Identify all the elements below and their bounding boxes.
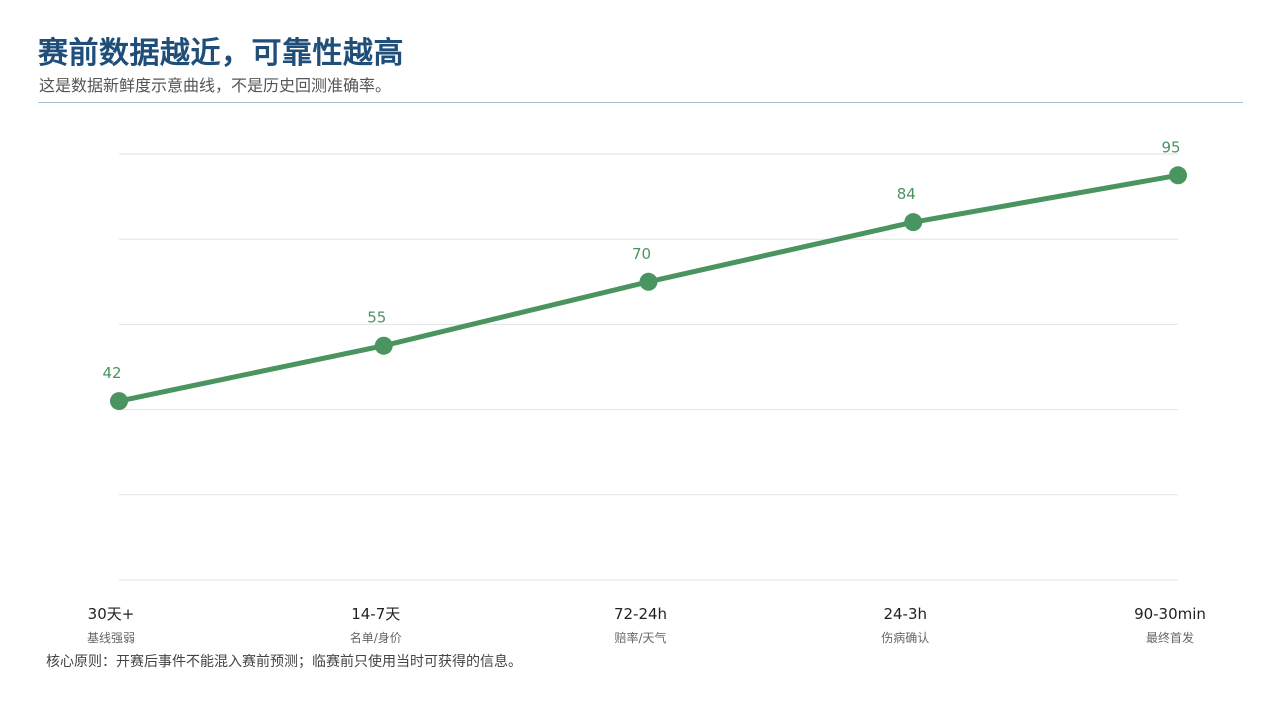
page-title: 赛前数据越近，可靠性越高 [38, 36, 404, 71]
data-label: 70 [632, 245, 651, 263]
x-tick-sublabel: 伤病确认 [881, 630, 929, 645]
x-tick-label: 90-30min [1134, 605, 1206, 623]
grid-layer [119, 153, 1178, 581]
data-label: 84 [897, 185, 916, 203]
data-label: 95 [1161, 138, 1180, 156]
label-layer: 42 55 70 84 95 [102, 138, 1180, 382]
data-point [904, 213, 923, 232]
x-tick-label: 30天+ [88, 605, 135, 623]
x-tick-sublabel: 最终首发 [1146, 630, 1194, 645]
x-tick-label: 14-7天 [351, 605, 400, 623]
header-divider [38, 102, 1243, 103]
x-tick-sublabel: 赔率/天气 [614, 630, 666, 645]
footnote: 核心原则：开赛后事件不能混入赛前预测；临赛前只使用当时可获得的信息。 [46, 654, 522, 670]
data-label: 55 [367, 309, 386, 327]
x-tick-sublabel: 基线强弱 [87, 631, 135, 645]
x-tick-label: 24-3h [883, 605, 927, 623]
data-point [374, 336, 393, 355]
data-point [1169, 166, 1187, 185]
data-point [110, 392, 128, 411]
data-label: 42 [102, 364, 121, 382]
x-tick-label: 72-24h [614, 605, 667, 623]
page-subtitle: 这是数据新鲜度示意曲线，不是历史回测准确率。 [39, 76, 392, 95]
x-tick-sublabel: 名单/身价 [350, 630, 402, 645]
point-layer [110, 166, 1187, 411]
data-point [639, 272, 658, 291]
